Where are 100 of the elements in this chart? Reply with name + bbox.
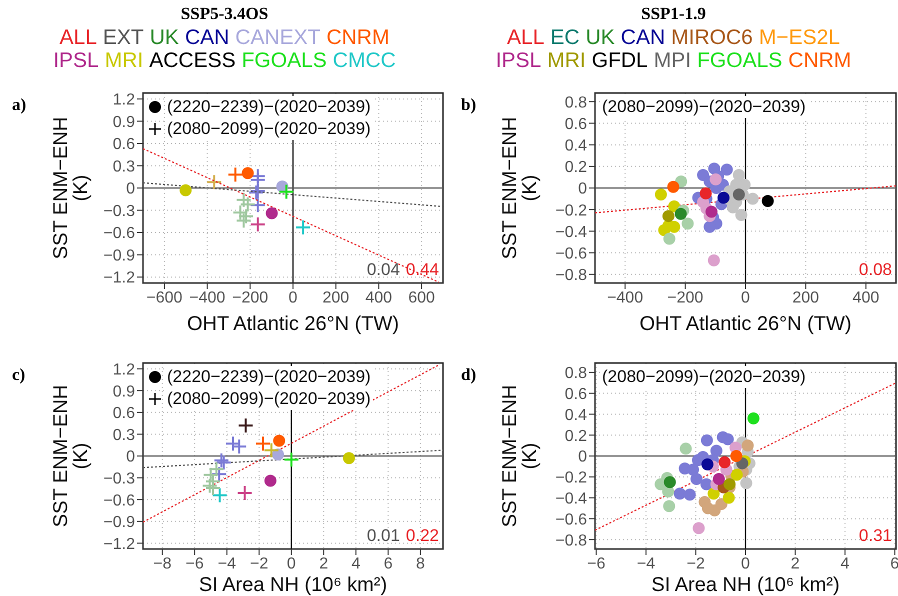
text: MPI: [654, 49, 692, 72]
y-tick-label: −1.2: [103, 536, 136, 553]
x-tick-label: 400: [365, 289, 392, 306]
legend-label: M−ES2L: [758, 26, 840, 49]
legend-label: UK: [150, 26, 179, 49]
legend-label: ACCESS: [149, 49, 236, 72]
text: UK: [586, 26, 615, 49]
y-tick-label: −0.6: [555, 245, 588, 262]
annotation: (2220−2239)−(2020−2039): [165, 366, 373, 388]
text: EXT: [102, 26, 144, 49]
x-tick-label: −200: [667, 289, 704, 306]
x-tick-label: 200: [322, 289, 350, 306]
x-tick-label: 4: [351, 555, 360, 572]
annotation: 0.31: [858, 526, 892, 546]
y-tick-label: 1.2: [112, 92, 136, 109]
y-tick-label: −0.6: [555, 511, 588, 528]
y-tick-label: 0: [578, 448, 588, 466]
text: b): [461, 95, 476, 115]
y-tick-label: −0.4: [555, 224, 588, 241]
y-tick-label: 0: [126, 180, 136, 198]
y-tick-label: 0.6: [564, 116, 588, 133]
y-tick-label: 0.6: [112, 405, 136, 422]
annotation: 0.01: [366, 526, 400, 546]
y-tick-label: 0.6: [564, 386, 588, 403]
x-tick-label: −400: [189, 289, 226, 306]
x-tick-label: −400: [607, 289, 644, 306]
y-tick-label: −0.6: [103, 492, 136, 510]
y-tick-label: −0.8: [555, 267, 588, 284]
legend-label: MIROC6: [671, 26, 753, 49]
y-tick-label: 0: [126, 448, 136, 466]
y-axis-title: SST ENM−ENH (K): [499, 116, 541, 260]
x-tick-label: 4: [840, 555, 850, 572]
annotation: (2080−2099)−(2020−2039): [165, 118, 373, 140]
y-tick-label: −0.9: [103, 514, 136, 532]
y-tick-label: 0: [578, 180, 588, 198]
y-tick-label: −0.6: [103, 225, 136, 242]
chart-title: SSP5-3.4OS: [180, 3, 270, 24]
text: MRI: [547, 49, 586, 72]
text: IPSL: [53, 49, 99, 72]
y-tick-label: −0.9: [103, 247, 136, 264]
annotation: (2220−2239)−(2020−2039): [165, 96, 373, 118]
y-tick-label: −0.2: [555, 202, 588, 220]
text: FGOALS: [242, 49, 327, 72]
y-tick-label: −0.2: [555, 470, 588, 487]
y-tick-label: 0.8: [564, 365, 588, 382]
x-tick-label: 400: [852, 289, 880, 306]
y-tick-label: 0.4: [564, 406, 588, 424]
x-tick-label: 0: [741, 555, 750, 572]
y-tick-label: −1.2: [103, 270, 136, 287]
x-tick-label: 6: [384, 555, 393, 572]
y-tick-label: −0.4: [555, 490, 588, 508]
x-axis-title: SI Area NH (10⁶ km²): [198, 574, 388, 596]
annotation: 0.04: [366, 260, 400, 280]
x-tick-label: −4: [636, 555, 656, 572]
x-tick-label: 2: [790, 555, 800, 572]
x-tick-label: −8: [153, 555, 172, 572]
y-tick-label: 0.2: [564, 428, 588, 445]
text: ALL: [507, 26, 544, 49]
text: IPSL: [496, 49, 542, 72]
x-tick-label: −600: [146, 289, 183, 306]
y-tick-label: 0.6: [112, 136, 136, 154]
chart-title: SSP1-1.9: [640, 3, 707, 24]
x-axis-title: OHT Atlantic 26°N (TW): [638, 312, 853, 337]
legend-label: CAN: [184, 26, 230, 49]
y-tick-label: 0.2: [564, 159, 588, 176]
x-tick-label: −6: [185, 555, 204, 572]
y-tick-label: 0.9: [112, 114, 136, 131]
x-tick-label: 2: [319, 555, 328, 572]
x-axis-title: SI Area NH (10⁶ km²): [650, 574, 841, 596]
text: MRI: [104, 49, 144, 72]
text: c): [12, 365, 26, 385]
x-tick-label: 0: [741, 289, 750, 306]
x-tick-label: −200: [232, 289, 268, 306]
x-tick-label: 0: [286, 555, 296, 572]
y-tick-label: −0.3: [103, 202, 136, 220]
annotation: 0.08: [858, 260, 892, 280]
text: CMCC: [332, 49, 396, 72]
x-tick-label: 8: [416, 555, 425, 572]
text: d): [461, 365, 476, 385]
y-tick-label: 0.9: [112, 383, 136, 400]
x-axis-title: OHT Atlantic 26°N (TW): [186, 312, 400, 337]
y-axis-title: SST ENM−ENH (K): [50, 116, 92, 260]
x-tick-label: −6: [587, 555, 606, 572]
annotation: (2080−2099)−(2020−2039): [600, 96, 808, 118]
annotation: 0.22: [406, 526, 439, 546]
y-tick-label: 0.8: [564, 94, 588, 112]
legend-label: FGOALS: [697, 49, 782, 72]
text: a): [12, 95, 26, 115]
y-tick-label: 0.3: [112, 158, 136, 176]
text: ALL: [60, 26, 97, 49]
y-tick-label: 0.3: [112, 426, 136, 444]
annotation: 0.44: [406, 260, 439, 280]
x-tick-label: −4: [218, 555, 236, 572]
legend-label: EC: [550, 26, 580, 49]
y-tick-label: 0.4: [564, 138, 588, 154]
y-tick-label: 1.2: [112, 361, 136, 378]
x-tick-label: 200: [792, 289, 820, 306]
y-axis-title: SST ENM−ENH (K): [499, 384, 541, 528]
text: CANEXT: [235, 26, 320, 49]
annotation: (2080−2099)−(2020−2039): [165, 388, 373, 410]
